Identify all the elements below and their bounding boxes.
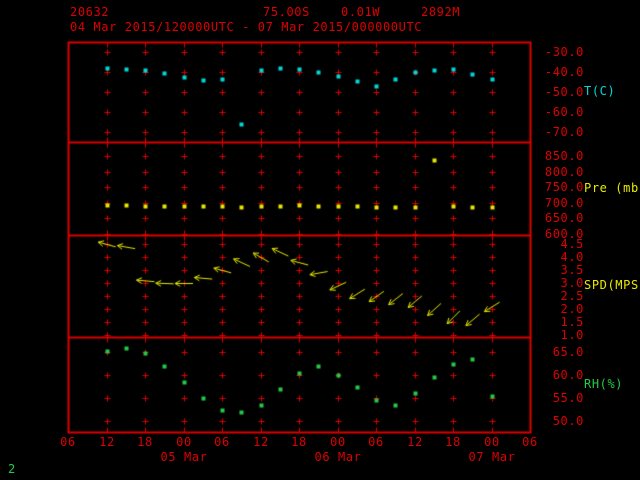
time-range: 04 Mar 2015/120000UTC - 07 Mar 2015/0000…	[70, 20, 423, 34]
y-tick-label: 650.0	[544, 211, 584, 225]
panel-label-1: Pre (mb)	[584, 181, 640, 195]
station-latitude: 75.00S	[263, 5, 310, 19]
y-tick-label: -30.0	[544, 45, 584, 59]
y-tick-label: 3.5	[560, 263, 584, 277]
x-hour-label: 00	[176, 435, 192, 449]
panel-label-2: SPD(MPS)	[584, 278, 640, 292]
y-tick-label: 1.0	[560, 328, 584, 342]
y-tick-label: 65.0	[552, 345, 584, 359]
y-tick-label: 2.5	[560, 289, 584, 303]
x-hour-label: 12	[407, 435, 423, 449]
x-hour-label: 18	[291, 435, 307, 449]
y-tick-label: 1.5	[560, 315, 584, 329]
x-hour-label: 00	[484, 435, 500, 449]
y-tick-label: 2.0	[560, 302, 584, 316]
x-date-label: 07 Mar	[468, 450, 516, 464]
x-hour-label: 18	[445, 435, 461, 449]
y-tick-label: 60.0	[552, 368, 584, 382]
y-tick-label: 850.0	[544, 149, 584, 163]
x-hour-label: 12	[253, 435, 269, 449]
station-elevation: 2892M	[421, 5, 461, 19]
x-hour-label: 06	[60, 435, 76, 449]
y-tick-label: 600.0	[544, 227, 584, 241]
x-hour-label: 06	[214, 435, 230, 449]
x-hour-label: 06	[368, 435, 384, 449]
y-tick-label: -70.0	[544, 125, 584, 139]
y-tick-label: 3.0	[560, 276, 584, 290]
x-hour-label: 06	[522, 435, 538, 449]
panel-label-0: T(C)	[584, 84, 616, 98]
page-number: 2	[8, 462, 16, 476]
y-tick-label: -50.0	[544, 85, 584, 99]
station-id: 20632	[70, 5, 110, 19]
y-tick-label: 700.0	[544, 196, 584, 210]
panel-label-3: RH(%)	[584, 377, 624, 391]
y-tick-label: 800.0	[544, 165, 584, 179]
y-tick-label: 750.0	[544, 180, 584, 194]
y-tick-label: 55.0	[552, 391, 584, 405]
y-tick-label: -60.0	[544, 105, 584, 119]
y-tick-label: 50.0	[552, 414, 584, 428]
x-hour-label: 00	[330, 435, 346, 449]
y-tick-label: 4.0	[560, 250, 584, 264]
x-hour-label: 18	[137, 435, 153, 449]
x-hour-label: 12	[99, 435, 115, 449]
x-date-label: 05 Mar	[160, 450, 208, 464]
y-tick-label: 4.5	[560, 237, 584, 251]
station-longitude: 0.01W	[341, 5, 381, 19]
x-date-label: 06 Mar	[314, 450, 362, 464]
y-tick-label: -40.0	[544, 65, 584, 79]
